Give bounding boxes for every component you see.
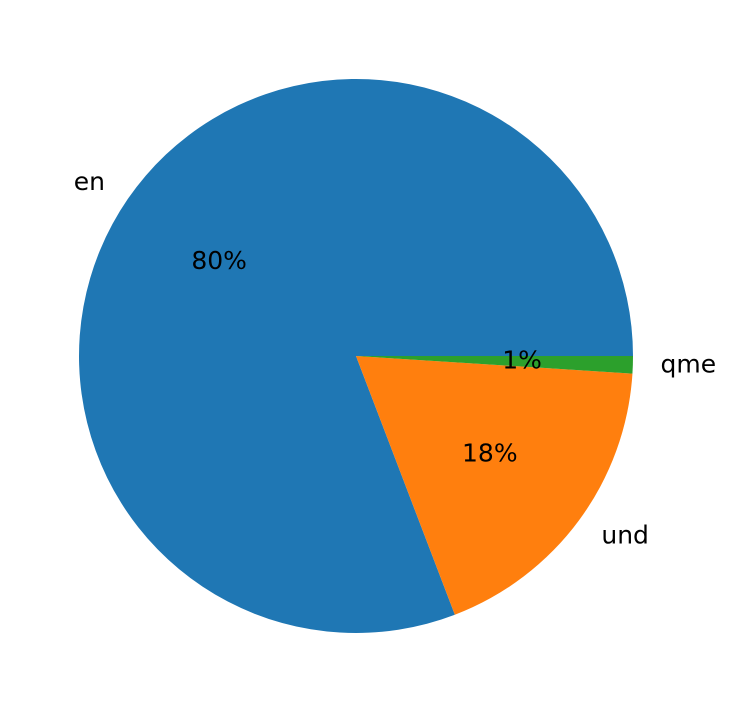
slice-label: en bbox=[74, 167, 105, 196]
value-label: 18% bbox=[462, 439, 518, 468]
value-label: 80% bbox=[191, 246, 247, 275]
pie-slice bbox=[356, 356, 633, 374]
slice-label: qme bbox=[661, 350, 717, 379]
pie-slice bbox=[78, 79, 634, 634]
pie-slice bbox=[356, 356, 633, 615]
value-label: 1% bbox=[502, 345, 542, 374]
slice-label: und bbox=[601, 521, 649, 550]
